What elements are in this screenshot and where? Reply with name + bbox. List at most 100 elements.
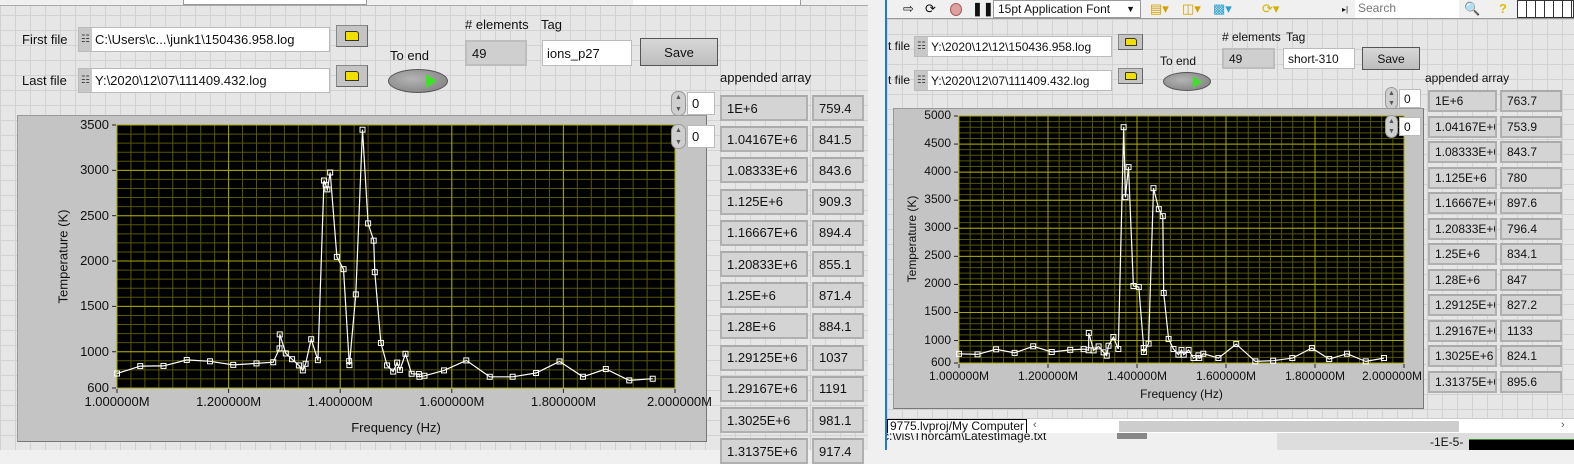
resize-icon[interactable]: ▩▾ [1213,1,1232,16]
data-point-marker [626,377,633,384]
y-tick-label: 1000 [80,343,109,359]
data-point-marker [556,358,563,365]
column-index-spinner[interactable]: ▲ ▼ [671,124,686,149]
data-point-marker [1170,346,1177,353]
window-border [885,0,887,450]
toolbar-remnant [0,0,868,6]
temperature-cell: 780 [1500,166,1562,189]
path-icon: ☷ [915,37,928,56]
last-file-path-control[interactable]: ☷ Y:\2020\12\07\111409.432.log [914,70,1112,91]
data-point-marker [1140,348,1147,355]
decrement-icon[interactable]: ▼ [1388,100,1395,108]
search-icon[interactable]: 🔍 [1464,1,1481,16]
help-icon[interactable]: ? [1499,1,1507,16]
data-point-marker [1215,355,1222,362]
data-point-marker [160,362,167,369]
x-tick-label: 1.400000M [1106,369,1168,383]
temperature-cell: 824.1 [1500,345,1562,367]
data-point-marker [1030,343,1037,350]
horizontal-scrollbar-thumb[interactable] [1119,421,1459,432]
last-file-path-control[interactable]: ☷ Y:\2020\12\07\111409.432.log [78,68,330,93]
data-point-marker [346,358,353,365]
scroll-left-icon[interactable]: ‹ [1033,419,1037,431]
status-bar: 9775.lvproj/My Computer ‹ › [887,418,1574,434]
data-point-marker [1362,358,1369,365]
tag-input[interactable]: ions_p27 [542,40,632,66]
data-point-marker [1115,346,1122,353]
save-button[interactable]: Save [640,38,718,66]
pause-icon[interactable]: ❚❚ [972,1,994,16]
first-file-label: t file [888,39,911,53]
first-file-browse-button[interactable] [1118,34,1143,50]
play-icon [426,74,437,88]
column-index-input[interactable]: 0 [1399,117,1421,136]
data-point-marker [1159,213,1166,220]
increment-icon[interactable]: ▲ [1388,89,1395,97]
decrement-icon[interactable]: ▼ [1388,128,1395,136]
toolbar-field-remnant [183,0,367,5]
background-control [1117,433,1147,439]
frequency-cell: 1.20833E+6 [720,251,808,277]
column-index-input[interactable]: 0 [687,125,715,148]
font-select[interactable]: 15pt Application Font ▼ [993,0,1141,18]
run-arrow-icon[interactable]: ⇨ [903,1,914,16]
data-point-marker [327,169,334,176]
row-index-input[interactable]: 0 [1399,89,1421,108]
x-tick-label: 1.000000M [84,394,150,409]
save-button[interactable]: Save [1362,47,1420,70]
increment-icon[interactable]: ▲ [1388,117,1395,125]
search-toggle-icon[interactable]: ▸| [1342,5,1349,14]
data-point-marker [377,339,384,346]
search-input[interactable]: Search [1355,0,1459,18]
elements-indicator: 49 [1222,48,1275,69]
tag-input[interactable]: short-310 [1283,48,1355,69]
data-point-marker [396,366,403,373]
increment-icon[interactable]: ▲ [675,94,682,102]
frequency-cell: 1.08333E+6 [720,157,808,184]
background-graph [1469,439,1574,450]
x-tick-label: 1.200000M [1017,369,1079,383]
to-end-button[interactable] [1163,72,1211,91]
frequency-cell: 1.29125E+6 [720,344,808,371]
row-index-spinner[interactable]: ▲ ▼ [1385,87,1398,110]
data-point-marker [114,370,120,377]
first-file-browse-button[interactable] [336,25,368,47]
last-file-label: Last file [22,73,67,88]
align-icon[interactable]: ▤▾ [1150,1,1169,16]
last-file-browse-button[interactable] [336,65,368,87]
last-file-browse-button[interactable] [1118,68,1143,84]
decrement-icon[interactable]: ▼ [675,138,682,146]
y-tick-label: 2500 [924,248,951,263]
data-point-marker [974,351,981,358]
data-point-marker [602,366,609,373]
data-point-marker [440,367,447,374]
appended-array-label: appended array [1425,71,1510,85]
y-tick-label: 2000 [80,253,109,269]
decrement-icon[interactable]: ▼ [675,105,682,113]
data-point-marker [1100,349,1107,356]
column-index-spinner[interactable]: ▲ ▼ [1385,115,1398,138]
background-window: c:\vis\Thorcam\LatestImage.txt -1E-5- [887,433,1574,450]
scroll-right-icon[interactable]: › [1561,419,1565,431]
data-point-marker [1252,358,1259,365]
data-point-marker [270,359,277,366]
first-file-path-control[interactable]: ☷ Y:\2020\12\12\150436.958.log [914,36,1112,57]
data-point-marker [1145,340,1152,347]
reorder-icon[interactable]: ⟳▾ [1262,1,1280,16]
increment-icon[interactable]: ▲ [675,127,682,135]
abort-icon[interactable] [950,3,962,16]
data-point-marker [463,357,470,364]
run-continuously-icon[interactable]: ⟳ [925,1,936,16]
distribute-icon[interactable]: ◫▾ [1182,1,1201,16]
row-index-input[interactable]: 0 [687,92,715,115]
right-toolbar: ⇨ ⟳ ❚❚ 15pt Application Font ▼ ▤▾ ◫▾ ▩▾ ⟳… [887,0,1574,19]
data-point-marker [1011,349,1018,356]
to-end-button[interactable] [388,69,448,93]
first-file-path-control[interactable]: ☷ C:\Users\c...\junk1\150436.958.log [78,27,330,52]
right-panel-content: t file ☷ Y:\2020\12\12\150436.958.log t f… [888,30,1562,409]
frequency-cell: 1.20833E+6 [1428,217,1497,240]
data-point-marker [333,253,340,260]
frequency-cell: 1E+6 [720,95,808,121]
graph-svg [954,115,1405,368]
frequency-cell: 1.125E+6 [1428,166,1497,189]
